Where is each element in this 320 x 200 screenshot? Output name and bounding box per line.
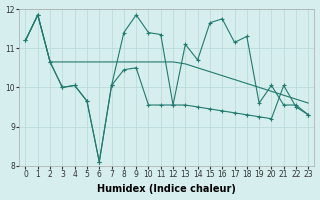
- X-axis label: Humidex (Indice chaleur): Humidex (Indice chaleur): [98, 184, 236, 194]
